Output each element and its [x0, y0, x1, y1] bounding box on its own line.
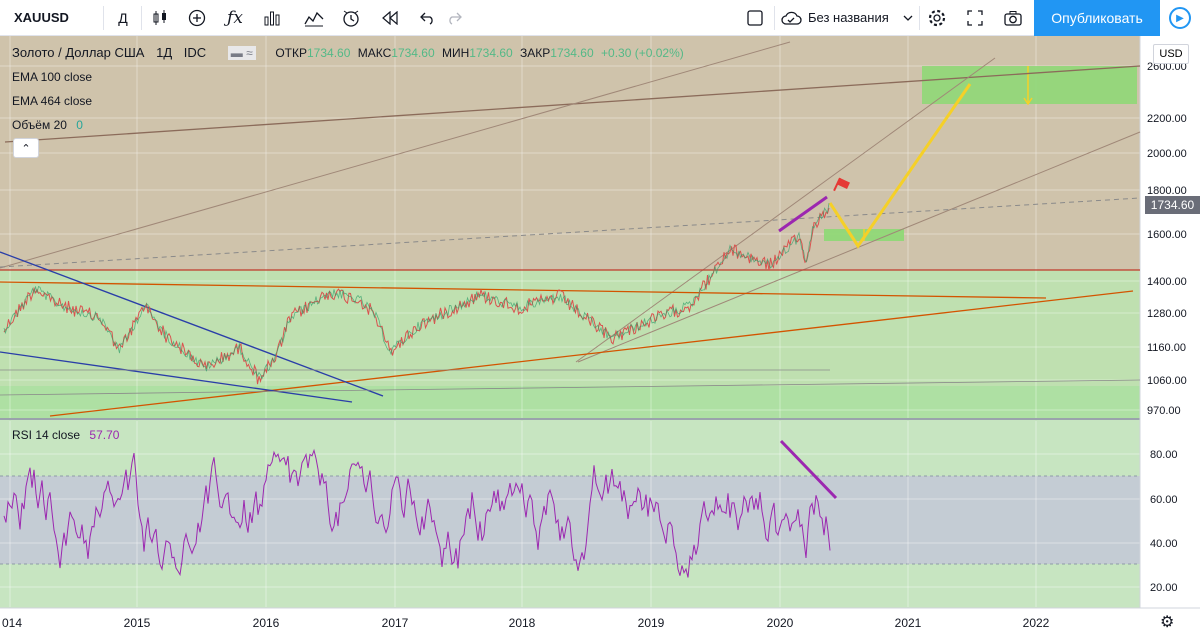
volume-legend[interactable]: Объём 20 0 — [12, 118, 83, 132]
volume-label: Объём 20 — [12, 118, 67, 132]
price-tick-label: 1800.00 — [1147, 185, 1187, 197]
rsi-trendline[interactable] — [779, 439, 838, 500]
price-tick-label: 970.00 — [1147, 405, 1181, 417]
add-indicator-icon[interactable] — [182, 4, 212, 31]
target-box-upper[interactable] — [922, 66, 1137, 104]
legend-title: Золото / Доллар США — [12, 45, 145, 60]
legend-source: IDC — [183, 45, 207, 60]
price-pane-lower-zone — [0, 386, 1140, 418]
time-tick-label: 014 — [2, 616, 22, 630]
toolbar-divider — [103, 6, 104, 30]
time-tick-label: 2022 — [1023, 616, 1050, 630]
time-axis — [0, 608, 1200, 640]
chart-settings-gear-icon[interactable]: ⚙ — [1160, 614, 1175, 631]
price-tick-label: 1400.00 — [1147, 276, 1187, 288]
layout-name: Без названия — [808, 10, 889, 25]
open-label: ОТКР — [275, 46, 307, 60]
low-value: 1734.60 — [469, 46, 513, 60]
legend-interval: 1Д — [156, 45, 173, 60]
price-series-up — [3, 203, 830, 380]
high-value: 1734.60 — [391, 46, 435, 60]
rsi-label: RSI 14 close — [12, 428, 81, 442]
play-button[interactable]: ▶ — [1160, 0, 1200, 36]
toolbar-divider — [919, 6, 920, 30]
rsi-tick-label: 40.00 — [1150, 538, 1178, 550]
candles-icon[interactable] — [145, 4, 175, 31]
compare-icon[interactable] — [257, 4, 287, 31]
undo-icon[interactable] — [412, 4, 442, 31]
high-label: МАКС — [357, 46, 392, 60]
rsi-tick-label: 80.00 — [1150, 449, 1178, 461]
price-tick-label: 1060.00 — [1147, 375, 1187, 387]
fullscreen-square-icon[interactable] — [740, 4, 770, 31]
redo-icon[interactable] — [440, 4, 470, 31]
legend-settings[interactable]: ▬ ≈ — [227, 46, 256, 60]
time-tick-label: 2018 — [509, 616, 536, 630]
drawings — [0, 41, 1141, 417]
time-tick-label: 2016 — [253, 616, 280, 630]
close-label: ЗАКР — [520, 46, 551, 60]
indicators-icon[interactable]: ƒx — [227, 7, 243, 28]
rsi-tick-label: 20.00 — [1150, 582, 1178, 594]
time-tick-label: 2020 — [767, 616, 794, 630]
top-toolbar: XAUUSD Д ƒx Без названия — [0, 0, 1200, 36]
camera-icon[interactable] — [998, 4, 1028, 31]
gear-icon[interactable] — [922, 4, 952, 31]
flag-icon — [833, 177, 850, 192]
open-value: 1734.60 — [307, 46, 351, 60]
last-price-tag: 1734.60 — [1145, 196, 1200, 214]
toolbar-divider — [774, 6, 775, 30]
symbol-search[interactable]: XAUUSD — [14, 10, 69, 25]
low-label: МИН — [442, 46, 470, 60]
rsi-series — [3, 448, 831, 578]
price-pane-mid-zone — [0, 270, 1140, 386]
price-tick-label: 1160.00 — [1147, 342, 1186, 354]
layout-name-button[interactable]: Без названия — [780, 4, 916, 31]
toolbar-divider — [141, 6, 142, 30]
price-tick-label: 2000.00 — [1147, 148, 1187, 160]
ema464-legend[interactable]: EMA 464 close — [12, 94, 93, 108]
fullscreen-icon[interactable] — [960, 4, 990, 31]
chart-legend: Золото / Доллар США 1Д IDC ▬ ≈ ОТКР1734.… — [12, 45, 684, 60]
rsi-legend[interactable]: RSI 14 close 57.70 — [12, 428, 119, 442]
close-value: 1734.60 — [550, 46, 594, 60]
replay-icon[interactable] — [375, 4, 405, 31]
grid — [0, 36, 1140, 607]
currency-label[interactable]: USD — [1153, 44, 1189, 64]
price-tick-label: 1280.00 — [1147, 308, 1187, 320]
chevron-down-icon — [903, 15, 913, 21]
rsi-value: 57.70 — [89, 428, 120, 442]
change-value: +0.30 (+0.02%) — [601, 46, 684, 60]
rsi-tick-label: 60.00 — [1150, 494, 1178, 506]
axis-labels: 2600.00 2200.00 2000.00 1800.00 1600.00 1400.… — [2, 61, 1187, 630]
collapse-legend-button[interactable]: ⌃ — [13, 138, 39, 158]
price-tick-label: 2200.00 — [1147, 113, 1187, 125]
price-tick-label: 1600.00 — [1147, 229, 1187, 241]
time-tick-label: 2021 — [895, 616, 922, 630]
ema100-legend[interactable]: EMA 100 close — [12, 70, 93, 84]
templates-icon[interactable] — [299, 4, 329, 31]
time-tick-label: 2015 — [124, 616, 151, 630]
play-icon: ▶ — [1169, 7, 1191, 29]
price-axis — [1140, 36, 1200, 608]
time-tick-label: 2017 — [382, 616, 409, 630]
publish-button[interactable]: Опубликовать — [1034, 0, 1160, 36]
price-tick-label: 2600.00 — [1147, 61, 1187, 73]
alert-icon[interactable] — [336, 4, 366, 31]
cloud-icon — [781, 11, 802, 25]
chart-canvas[interactable]: 2600.00 2200.00 2000.00 1800.00 1600.00 1400.… — [0, 36, 1200, 640]
volume-value: 0 — [76, 118, 83, 132]
interval-button[interactable]: Д — [118, 9, 128, 26]
time-tick-label: 2019 — [638, 616, 665, 630]
